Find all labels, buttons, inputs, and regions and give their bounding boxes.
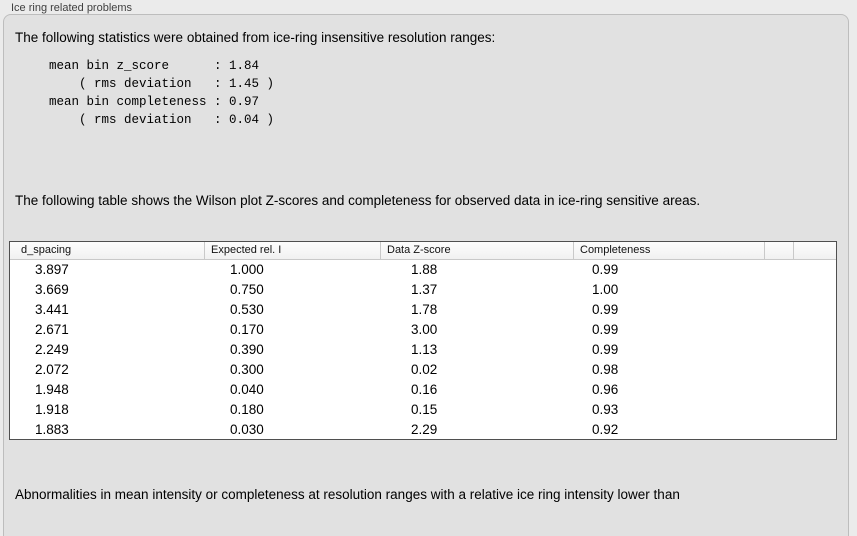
- table-cell: 0.16: [411, 381, 438, 397]
- table-cell: 0.99: [592, 302, 619, 318]
- column-header-expected-rel-i[interactable]: Expected rel. I: [205, 242, 381, 259]
- table-row[interactable]: 3.897 1.000 1.88 0.99: [10, 260, 836, 280]
- table-row[interactable]: 2.249 0.390 1.13 0.99: [10, 340, 836, 360]
- table-body: 3.897 1.000 1.88 0.99 3.669 0.750 1.37 1…: [10, 260, 836, 439]
- table-cell: 0.02: [411, 361, 438, 377]
- table-cell: 0.030: [230, 421, 264, 437]
- table-row[interactable]: 2.671 0.170 3.00 0.99: [10, 320, 836, 340]
- column-header-data-z-score[interactable]: Data Z-score: [381, 242, 574, 259]
- table-row[interactable]: 3.669 0.750 1.37 1.00: [10, 280, 836, 300]
- table-cell: 1.37: [411, 282, 438, 298]
- table-cell: 0.99: [592, 342, 619, 357]
- conclusion-line: No ice ring related problems detected. I…: [15, 533, 678, 536]
- table-row[interactable]: 1.948 0.040 0.16 0.96: [10, 379, 836, 399]
- table-cell: 3.669: [35, 282, 69, 298]
- table-cell: 0.99: [592, 322, 619, 338]
- table-row[interactable]: 1.883 0.030 2.29 0.92: [10, 419, 836, 439]
- table-row[interactable]: 2.072 0.300 0.02 0.98: [10, 359, 836, 379]
- table-cell: 0.170: [230, 322, 264, 338]
- table-row[interactable]: 1.918 0.180 0.15 0.93: [10, 399, 836, 419]
- table-cell: 1.78: [411, 302, 438, 318]
- ice-ring-panel: The following statistics were obtained f…: [3, 14, 849, 536]
- intro-paragraph: The following statistics were obtained f…: [15, 30, 496, 45]
- table-cell: 1.000: [230, 262, 264, 278]
- table-cell: 2.072: [35, 361, 69, 377]
- column-header-d-spacing[interactable]: d_spacing: [10, 242, 205, 259]
- table-cell: 0.300: [230, 361, 264, 377]
- table-cell: 1.883: [35, 421, 69, 437]
- ice-ring-table: d_spacing Expected rel. I Data Z-score C…: [9, 241, 837, 441]
- table-header-row: d_spacing Expected rel. I Data Z-score C…: [10, 242, 836, 260]
- table-cell: 2.249: [35, 342, 69, 357]
- note-paragraph: Abnormalities in mean intensity or compl…: [15, 449, 680, 536]
- stat-line: ( rms deviation : 1.45 ): [49, 77, 275, 91]
- stat-line: ( rms deviation : 0.04 ): [49, 113, 275, 127]
- table-cell: 3.00: [411, 322, 438, 338]
- table-cell: 0.15: [411, 401, 438, 417]
- stat-line: mean bin z_score : 1.84: [49, 59, 260, 73]
- table-cell: 0.93: [592, 401, 619, 417]
- table-cell: 1.948: [35, 381, 69, 397]
- table-cell: 2.29: [411, 421, 438, 437]
- table-cell: 3.897: [35, 262, 69, 278]
- conclusion-paragraph: No ice ring related problems detected. I…: [15, 496, 678, 536]
- table-cell: 3.441: [35, 302, 69, 318]
- table-cell: 0.180: [230, 401, 264, 417]
- table-cell: 2.671: [35, 322, 69, 338]
- column-header-completeness[interactable]: Completeness: [574, 242, 765, 259]
- table-row[interactable]: 3.441 0.530 1.78 0.99: [10, 300, 836, 320]
- description-line: The following table shows the Wilson plo…: [15, 192, 701, 208]
- column-header-filler: [794, 242, 836, 259]
- table-cell: 0.390: [230, 342, 264, 357]
- statistics-block: mean bin z_score : 1.84 ( rms deviation …: [49, 57, 274, 129]
- table-cell: 0.750: [230, 282, 264, 298]
- stat-line: mean bin completeness : 0.97: [49, 95, 260, 109]
- table-cell: 0.99: [592, 262, 619, 278]
- table-cell: 0.96: [592, 381, 619, 397]
- table-cell: 0.040: [230, 381, 264, 397]
- table-cell: 0.530: [230, 302, 264, 318]
- table-cell: 1.88: [411, 262, 438, 278]
- table-cell: 1.13: [411, 342, 438, 357]
- table-cell: 0.98: [592, 361, 619, 377]
- table-cell: 0.92: [592, 421, 619, 437]
- table-cell: 1.918: [35, 401, 69, 417]
- column-header-empty: [765, 242, 794, 259]
- panel-title: Ice ring related problems: [11, 2, 133, 14]
- table-cell: 1.00: [592, 282, 619, 298]
- note-line: Abnormalities in mean intensity or compl…: [15, 486, 680, 502]
